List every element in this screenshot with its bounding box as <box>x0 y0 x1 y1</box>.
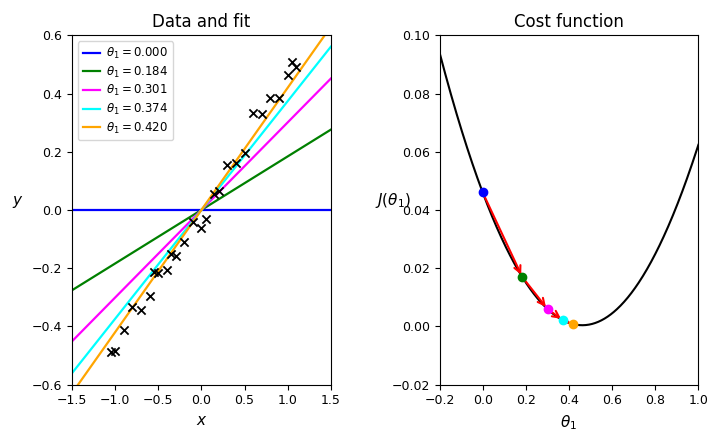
$\theta_1=0.184$ <box>116 258 125 263</box>
Point <box>166 250 177 257</box>
Point <box>265 94 276 101</box>
Legend: $\theta_1=0.000$, $\theta_1=0.184$, $\theta_1=0.301$, $\theta_1=0.374$, $\theta_: $\theta_1=0.000$, $\theta_1=0.184$, $\th… <box>78 41 173 141</box>
$\theta_1=0.420$ <box>68 391 76 396</box>
Point <box>248 109 259 116</box>
Point <box>256 111 268 118</box>
Point <box>179 239 190 246</box>
$\theta_1=0.184$ <box>68 288 76 293</box>
Point <box>187 218 199 225</box>
$\theta_1=0.301$ <box>68 339 76 344</box>
Point <box>148 268 160 275</box>
$\theta_1=0.420$ <box>116 323 125 328</box>
$\theta_1=0.420$ <box>137 293 145 298</box>
$\theta_1=0.420$ <box>84 369 92 374</box>
Y-axis label: $y$: $y$ <box>12 194 24 210</box>
$\theta_1=0.000$ <box>137 207 145 213</box>
Point <box>282 72 294 79</box>
Point <box>135 306 147 313</box>
Line: $\theta_1=0.301$: $\theta_1=0.301$ <box>72 79 331 341</box>
Point <box>274 94 285 101</box>
$\theta_1=0.374$ <box>116 310 125 315</box>
$\theta_1=0.000$ <box>116 207 125 213</box>
$\theta_1=0.000$ <box>78 207 86 213</box>
$\theta_1=0.301$ <box>78 328 86 333</box>
X-axis label: $\theta_1$: $\theta_1$ <box>560 413 577 431</box>
Point <box>222 162 233 169</box>
X-axis label: $x$: $x$ <box>196 413 207 428</box>
$\theta_1=0.301$ <box>305 99 313 104</box>
$\theta_1=0.420$ <box>327 24 336 29</box>
$\theta_1=0.000$ <box>313 207 322 213</box>
Point <box>291 64 302 71</box>
Point <box>209 191 220 198</box>
$\theta_1=0.301$ <box>313 89 322 95</box>
Point <box>153 269 164 276</box>
Point <box>196 224 207 231</box>
$\theta_1=0.000$ <box>68 207 76 213</box>
Point <box>239 150 251 157</box>
Point <box>213 188 225 195</box>
Line: $\theta_1=0.420$: $\theta_1=0.420$ <box>72 27 331 393</box>
Point <box>118 326 130 333</box>
$\theta_1=0.184$ <box>78 281 86 286</box>
$\theta_1=0.374$ <box>84 351 92 356</box>
Y-axis label: $J(\theta_1)$: $J(\theta_1)$ <box>375 191 411 210</box>
Point <box>161 267 173 274</box>
Point <box>127 304 138 311</box>
Point <box>170 252 181 259</box>
Point <box>287 59 298 66</box>
Point <box>144 292 156 299</box>
$\theta_1=0.301$ <box>84 323 92 328</box>
$\theta_1=0.374$ <box>68 370 76 376</box>
$\theta_1=0.184$ <box>313 135 322 141</box>
Point <box>200 216 212 223</box>
Point <box>105 348 117 355</box>
$\theta_1=0.301$ <box>137 269 145 274</box>
$\theta_1=0.420$ <box>313 42 322 48</box>
$\theta_1=0.184$ <box>137 245 145 250</box>
$\theta_1=0.374$ <box>327 44 336 50</box>
$\theta_1=0.374$ <box>137 284 145 289</box>
Line: $\theta_1=0.184$: $\theta_1=0.184$ <box>72 130 331 290</box>
$\theta_1=0.000$ <box>84 207 92 213</box>
$\theta_1=0.000$ <box>305 207 313 213</box>
$\theta_1=0.374$ <box>313 61 322 66</box>
$\theta_1=0.000$ <box>327 207 336 213</box>
$\theta_1=0.301$ <box>116 290 125 295</box>
$\theta_1=0.184$ <box>305 141 313 146</box>
$\theta_1=0.420$ <box>305 55 313 61</box>
Title: Data and fit: Data and fit <box>153 13 251 31</box>
$\theta_1=0.184$ <box>327 127 336 132</box>
Line: $\theta_1=0.374$: $\theta_1=0.374$ <box>72 47 331 373</box>
$\theta_1=0.301$ <box>327 76 336 81</box>
Title: Cost function: Cost function <box>514 13 624 31</box>
Point <box>109 347 121 354</box>
$\theta_1=0.374$ <box>78 358 86 363</box>
$\theta_1=0.420$ <box>78 376 86 381</box>
$\theta_1=0.184$ <box>84 278 92 283</box>
Point <box>230 159 242 166</box>
$\theta_1=0.374$ <box>305 72 313 77</box>
